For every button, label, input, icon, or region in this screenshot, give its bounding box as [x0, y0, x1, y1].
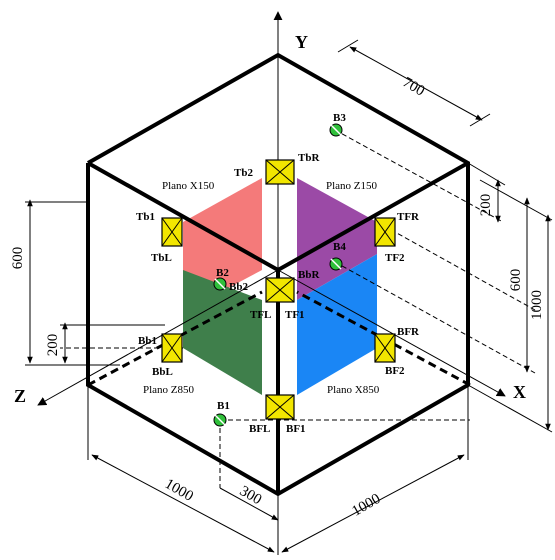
- label-bb2: Bb2: [229, 281, 248, 293]
- ball-b2: B2: [213, 267, 229, 291]
- ball-b3-label: B3: [333, 112, 346, 124]
- label-bfr: BFR: [397, 326, 420, 338]
- dim-bottom-left-1000: 1000: [162, 476, 196, 505]
- ball-b2-label: B2: [216, 267, 229, 279]
- dimension-lines: 700 200 600 1000 600 200 1000 1000: [10, 39, 553, 555]
- ball-b4: B4: [329, 241, 346, 271]
- label-tf1: TF1: [285, 309, 305, 321]
- label-plano-z850: Plano Z850: [143, 384, 195, 396]
- measurement-balls: B3 B4 B2 B1: [213, 112, 346, 427]
- label-tbl: TbL: [151, 252, 172, 264]
- label-plano-z150: Plano Z150: [326, 180, 378, 192]
- dim-right-1000: 1000: [529, 290, 545, 320]
- label-tb2: Tb2: [234, 167, 253, 179]
- label-tfr: TFR: [397, 211, 420, 223]
- dim-left-600: 600: [10, 247, 26, 270]
- label-bf2: BF2: [385, 365, 405, 377]
- label-bbr: BbR: [298, 269, 320, 281]
- colored-planes: [183, 178, 377, 395]
- axis-y-label: Y: [295, 32, 308, 52]
- sensors: [161, 159, 396, 420]
- axis-x-label: X: [513, 382, 526, 402]
- ball-b1-label: B1: [217, 400, 230, 412]
- plane-labels: Plano X150 Plano Z150 Plano Z850 Plano X…: [143, 180, 380, 396]
- label-bf1: BF1: [286, 423, 306, 435]
- dim-right-600: 600: [508, 269, 524, 292]
- dim-left-200: 200: [45, 334, 61, 357]
- label-tfl: TFL: [250, 309, 271, 321]
- dim-700: 700: [400, 74, 427, 99]
- dim-bottom-300: 300: [237, 483, 264, 508]
- label-bbl: BbL: [152, 366, 173, 378]
- label-plano-x850: Plano X850: [327, 384, 380, 396]
- ball-b4-label: B4: [333, 241, 346, 253]
- ball-b1: B1: [213, 400, 230, 427]
- label-bb1: Bb1: [138, 335, 157, 347]
- label-plano-x150: Plano X150: [162, 180, 215, 192]
- label-bfl: BFL: [249, 423, 270, 435]
- dim-right-200: 200: [478, 194, 494, 217]
- label-tb1: Tb1: [136, 211, 155, 223]
- plane-x850: [297, 254, 377, 395]
- ball-b3: B3: [329, 112, 346, 137]
- axis-z-label: Z: [14, 386, 26, 406]
- sensor-bottom-right: [374, 333, 396, 363]
- label-tbr: TbR: [298, 152, 320, 164]
- coordinate-axes: Y X Z: [14, 11, 526, 406]
- sensor-bottom-front: [265, 394, 295, 420]
- sensor-labels: Tb2 TbR Tb1 TbL TFR TF2 Bb2 BbR TFL TF1 …: [136, 152, 420, 435]
- sensor-top-right: [374, 217, 396, 247]
- sensor-center: [265, 277, 295, 303]
- dim-bottom-right-1000: 1000: [349, 491, 383, 520]
- sensor-top-left: [161, 217, 183, 247]
- sensor-bottom-left: [161, 333, 183, 363]
- sensor-top-back: [265, 159, 295, 185]
- label-tf2: TF2: [385, 252, 405, 264]
